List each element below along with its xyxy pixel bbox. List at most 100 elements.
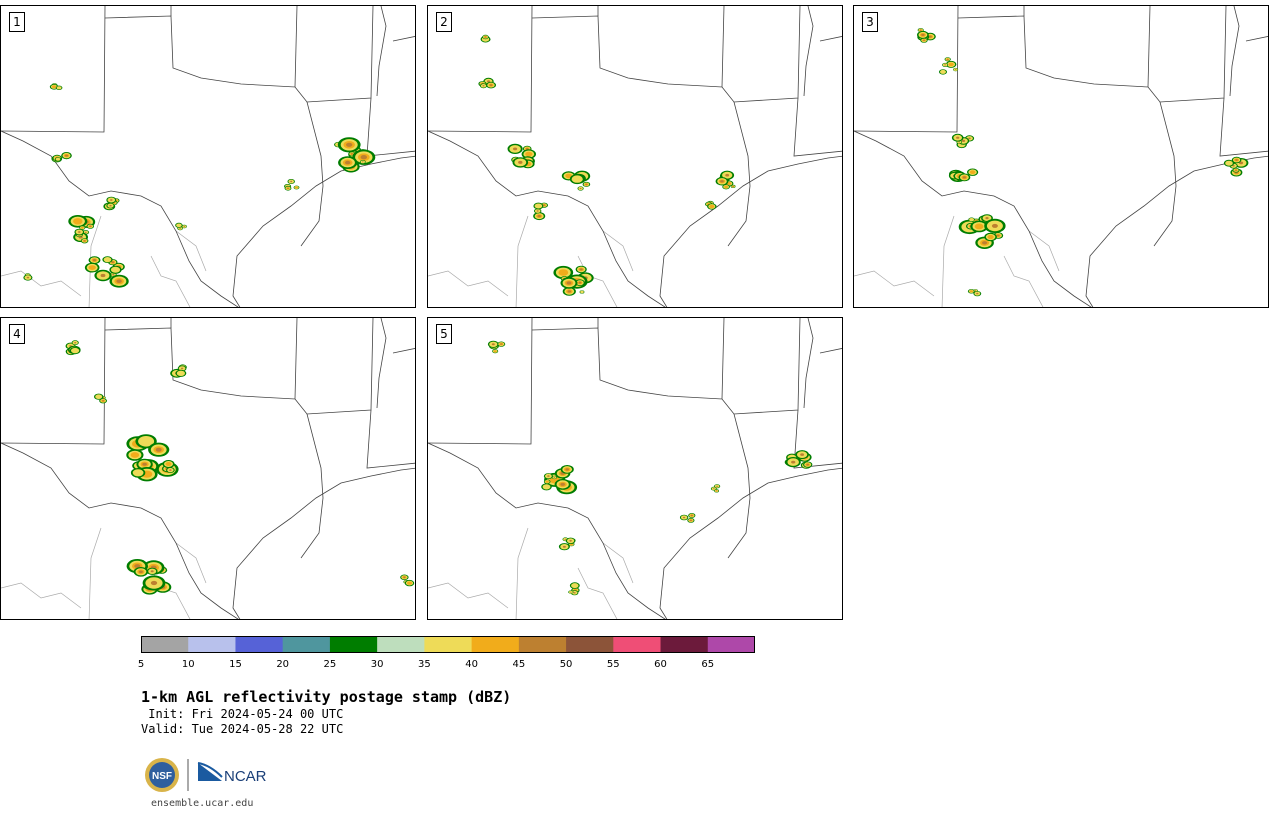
state-border [727,101,751,247]
reflectivity-cell [578,281,582,284]
reflectivity-cell [562,545,566,548]
reflectivity-cell [709,204,715,209]
map-basemap [1,6,415,307]
reflectivity-cell [569,539,572,542]
reflectivity-cell [689,519,692,522]
panel-number-label: 3 [862,12,878,32]
reflectivity-cell [579,268,583,271]
county-border [1028,230,1060,272]
map-panel-5: 5 [427,317,843,620]
reflectivity-cell [83,240,86,242]
reflectivity-cell [716,485,718,487]
reflectivity-cell [525,151,533,157]
colorbar-tick-label: 20 [276,659,290,670]
reflectivity-cell [976,292,979,295]
state-border [232,155,415,307]
reflectivity-cell [111,261,115,264]
colorbar-swatch [566,636,614,653]
reflectivity-cell [176,370,185,376]
reflectivity-cell [489,84,493,86]
reflectivity-cell [558,269,569,276]
reflectivity-cell [715,490,718,492]
svg-text:NSF: NSF [152,771,172,782]
reflectivity-cell [969,218,974,222]
reflectivity-colorbar [141,636,755,653]
reflectivity-cell [985,217,989,220]
state-border [392,36,415,42]
reflectivity-cell [567,290,572,293]
reflectivity-cell [287,187,289,189]
colorbar-tick-label: 45 [512,659,526,670]
reflectivity-cell [806,463,809,466]
reflectivity-cell [991,223,998,228]
panel-number-label: 5 [436,324,452,344]
reflectivity-cell [724,185,728,189]
reflectivity-cell [732,185,734,187]
colorbar-tick-label: 60 [654,659,667,670]
init-time: Init: Fri 2024-05-24 00 UTC [141,707,344,721]
reflectivity-cell [487,80,490,83]
reflectivity-cell [165,462,172,466]
valid-time: Valid: Tue 2024-05-28 22 UTC [141,722,344,736]
reflectivity-cell [969,170,976,175]
county-border [577,567,618,619]
state-border [1147,6,1227,103]
reflectivity-cell [962,176,967,179]
reflectivity-cell [403,576,406,579]
reflectivity-cell [180,367,184,370]
reflectivity-cell [110,266,121,273]
reflectivity-cell [345,160,351,165]
reflectivity-cell [74,342,77,344]
reflectivity-cell [169,469,172,471]
colorbar-swatch [707,636,755,653]
state-border [819,348,842,354]
state-border [294,6,374,103]
reflectivity-cell [109,199,113,201]
reflectivity-cell [921,33,925,36]
map-basemap [1,318,415,619]
reflectivity-cell [26,276,30,279]
county-border [88,215,102,307]
nsf-ncar-logo: NSF NCAR [145,758,267,792]
state-border [376,6,387,97]
reflectivity-cell [65,154,68,157]
colorbar-tick-label: 15 [229,659,242,670]
colorbar-tick-label: 40 [465,659,478,670]
reflectivity-cell [974,223,984,230]
reflectivity-cell [138,436,155,447]
state-border [721,6,801,103]
colorbar-tick-label: 35 [418,659,431,670]
reflectivity-cell [142,462,147,466]
reflectivity-cell [150,570,154,573]
state-border [1,130,239,307]
county-border [941,215,955,307]
state-border [721,318,801,415]
reflectivity-cell [948,62,954,67]
reflectivity-cell [493,350,497,353]
site-url: ensemble.ucar.edu [151,798,254,809]
state-border [957,6,1151,88]
reflectivity-cell [534,203,543,209]
reflectivity-cell [1232,165,1235,167]
colorbar-swatch [613,636,662,653]
reflectivity-cell [176,223,182,228]
state-border [854,6,959,133]
state-border [819,36,842,42]
reflectivity-cell [543,204,546,206]
map-basemap [854,6,1268,307]
reflectivity-cell [290,180,293,183]
state-border [659,155,842,307]
state-border [803,318,814,409]
reflectivity-cell [974,290,977,292]
reflectivity-cell [585,183,588,186]
county-border [854,270,935,297]
state-border [854,130,1092,307]
reflectivity-cell [800,453,804,456]
reflectivity-cell [484,36,487,38]
reflectivity-cell [150,580,158,586]
colorbar-tick-label: 50 [559,659,573,670]
reflectivity-cell [547,475,550,477]
reflectivity-cell [944,64,946,66]
map-panel-3: 3 [853,5,1269,308]
reflectivity-cell [102,400,105,402]
